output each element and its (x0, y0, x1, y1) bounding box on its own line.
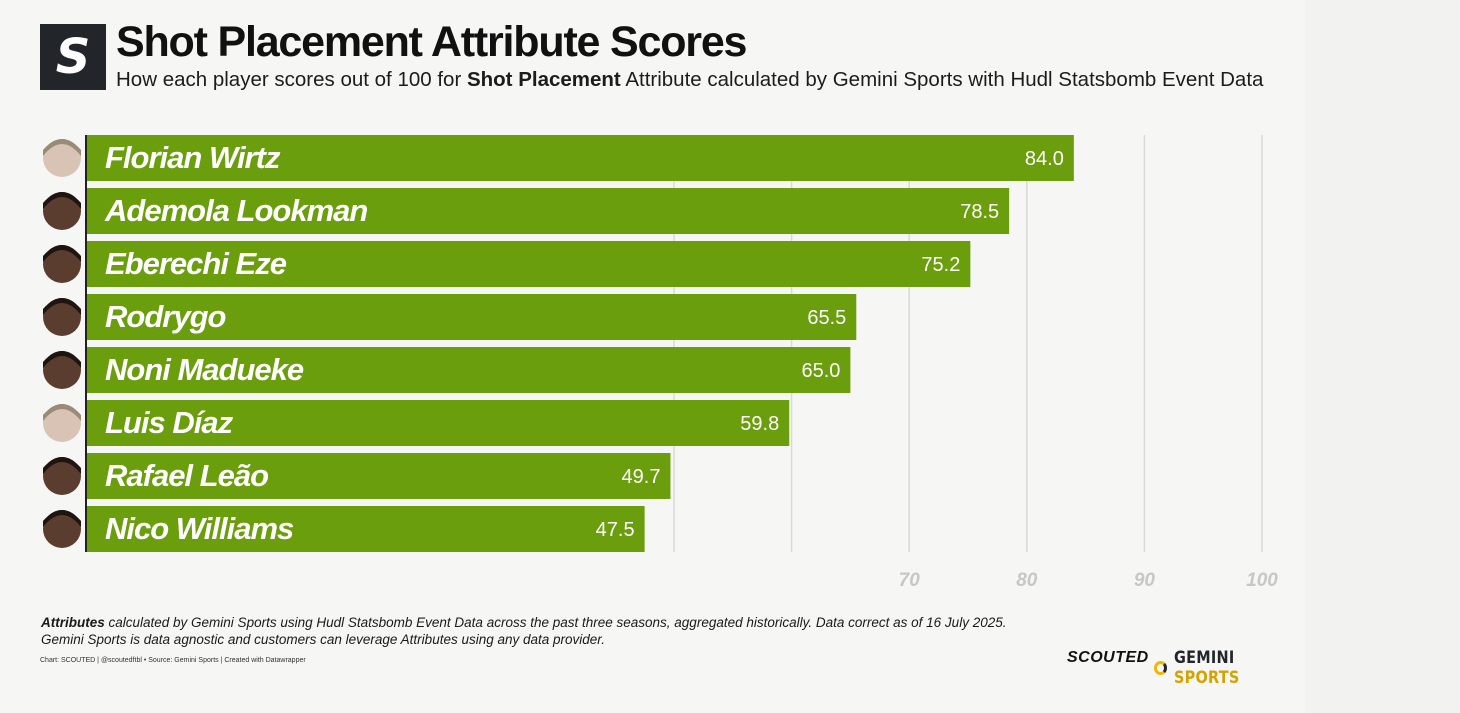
player-avatar-hair (43, 298, 81, 315)
x-tick-label: 80 (1016, 570, 1038, 591)
x-tick-label: 90 (1134, 570, 1156, 591)
bar-category-label: Rodrygo (105, 299, 226, 334)
bar-value-label: 75.2 (921, 254, 960, 276)
chart-subtitle: How each player scores out of 100 for Sh… (116, 68, 1263, 92)
bar-value-label: 65.5 (807, 307, 846, 329)
bar-category-label: Florian Wirtz (105, 140, 281, 175)
player-avatar-hair (43, 192, 81, 209)
bar-category-label: Noni Madueke (105, 352, 304, 387)
chart-title: Shot Placement Attribute Scores (116, 18, 747, 66)
bar (86, 135, 1074, 181)
gemini-wordmark-b: SPORTS (1173, 668, 1240, 688)
player-avatar (43, 139, 81, 177)
player-avatar (43, 245, 81, 283)
chart-credits: Chart: SCOUTED | @scoutedftbl • Source: … (40, 657, 306, 664)
gemini-icon (1154, 661, 1167, 675)
bar-category-label: Rafael Leão (105, 458, 268, 493)
player-avatar-hair (43, 404, 81, 421)
player-avatar-hair (43, 351, 81, 368)
bar (86, 347, 851, 393)
bar-category-label: Ademola Lookman (104, 193, 367, 228)
bar-value-label: 47.5 (596, 519, 635, 541)
footnote-line-2: Gemini Sports is data agnostic and custo… (41, 632, 606, 647)
x-tick-label: 70 (899, 570, 921, 591)
bar-value-label: 59.8 (740, 413, 779, 435)
bar-value-label: 65.0 (801, 360, 840, 382)
subtitle-part-1: How each player scores out of 100 for (116, 68, 467, 91)
gemini-wordmark-a: GEMINI (1173, 648, 1235, 668)
player-avatar (43, 351, 81, 389)
player-avatar (43, 457, 81, 495)
player-avatar-hair (43, 245, 81, 262)
bar (86, 294, 857, 340)
subtitle-part-2: Attribute calculated by Gemini Sports wi… (620, 68, 1264, 91)
bar-value-label: 78.5 (960, 201, 999, 223)
footnote-line-1: calculated by Gemini Sports using Hudl S… (104, 615, 1007, 630)
x-tick-label: 100 (1246, 570, 1278, 591)
footnote-bold: Attributes (41, 615, 105, 630)
player-avatar (43, 298, 81, 336)
player-avatar (43, 510, 81, 548)
player-avatar-hair (43, 457, 81, 474)
bar-category-label: Luis Díaz (105, 405, 234, 440)
player-avatar (43, 192, 81, 230)
chart-card: S Shot Placement Attribute Scores How ea… (40, 18, 1305, 688)
player-avatar (43, 404, 81, 442)
bar (86, 241, 971, 287)
bar (86, 453, 671, 499)
bar (86, 188, 1010, 234)
bar-chart: 70 80 90 100 Florian Wirtz 84.0 Ademola Lookma… (43, 135, 1278, 591)
player-avatar-hair (43, 139, 81, 156)
bar (86, 400, 790, 446)
bar-category-label: Nico Williams (105, 511, 294, 546)
scouted-wordmark: SCOUTED (1067, 649, 1149, 666)
bar (86, 506, 645, 552)
scouted-logo: S (40, 24, 106, 90)
player-avatar-hair (43, 510, 81, 527)
bar-value-label: 84.0 (1025, 148, 1064, 170)
footnote: Attributes calculated by Gemini Sports u… (41, 614, 1141, 648)
logo-letter: S (55, 29, 91, 85)
gemini-wordmark: GEMINI SPORTS (1174, 648, 1286, 688)
subtitle-bold: Shot Placement (466, 68, 621, 91)
bar-value-label: 49.7 (622, 466, 661, 488)
gemini-sports-logo: GEMINI SPORTS (1154, 648, 1305, 688)
bar-category-label: Eberechi Eze (105, 246, 287, 281)
